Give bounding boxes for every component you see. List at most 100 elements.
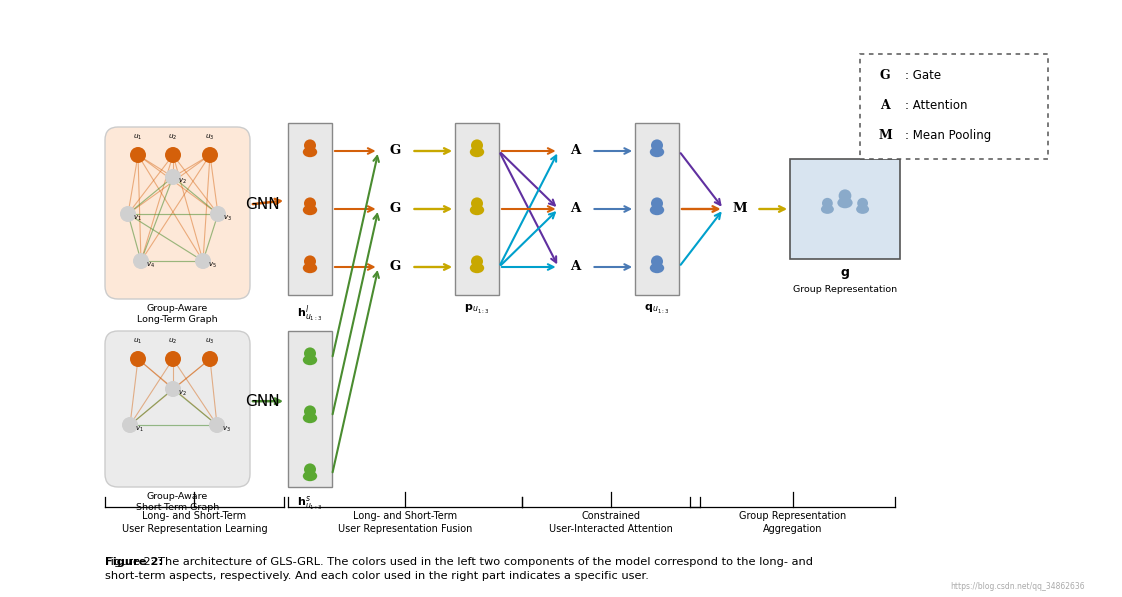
Circle shape (166, 170, 181, 184)
Circle shape (165, 147, 181, 163)
Circle shape (304, 198, 316, 210)
Text: $v_2$: $v_2$ (178, 389, 186, 398)
Circle shape (304, 463, 316, 475)
Circle shape (857, 198, 868, 209)
Text: M: M (733, 202, 747, 216)
Text: $v_3$: $v_3$ (222, 424, 231, 433)
Text: : Gate: : Gate (905, 69, 941, 82)
Ellipse shape (470, 205, 485, 215)
Text: $v_4$: $v_4$ (146, 260, 155, 270)
Text: $u_1$: $u_1$ (134, 133, 142, 142)
Text: Constrained
User-Interacted Attention: Constrained User-Interacted Attention (549, 511, 673, 534)
Circle shape (130, 147, 146, 163)
Text: $u_3$: $u_3$ (205, 337, 214, 346)
Circle shape (134, 254, 148, 269)
Ellipse shape (470, 147, 485, 157)
Text: $u_2$: $u_2$ (168, 133, 177, 142)
Ellipse shape (650, 205, 664, 215)
Text: G: G (880, 69, 891, 82)
Circle shape (651, 198, 663, 210)
Text: $v_3$: $v_3$ (223, 213, 232, 223)
Text: G: G (389, 260, 401, 273)
Text: Group Representation
Aggregation: Group Representation Aggregation (739, 511, 846, 534)
Text: Figure 2: The architecture of GLS-GRL. The colors used in the left two component: Figure 2: The architecture of GLS-GRL. T… (105, 557, 813, 581)
Text: $\mathbf{g}$: $\mathbf{g}$ (840, 267, 850, 281)
Bar (859, 54, 1048, 159)
Circle shape (872, 123, 898, 149)
Text: $v_5$: $v_5$ (208, 260, 217, 270)
Ellipse shape (856, 205, 870, 214)
Text: $v_1$: $v_1$ (134, 213, 141, 223)
Ellipse shape (303, 263, 318, 273)
Text: Figure 2:: Figure 2: (105, 557, 163, 567)
Circle shape (202, 147, 218, 163)
Circle shape (471, 198, 482, 210)
Text: $\mathbf{q}_{u_{1:3}}$: $\mathbf{q}_{u_{1:3}}$ (644, 303, 670, 316)
Text: Group Representation: Group Representation (793, 285, 898, 294)
Circle shape (122, 417, 138, 432)
Circle shape (872, 93, 898, 119)
Bar (288, 123, 332, 295)
Text: $\mathbf{h}^s_{u_{1:3}}$: $\mathbf{h}^s_{u_{1:3}}$ (297, 495, 323, 513)
Text: https://blog.csdn.net/qq_34862636: https://blog.csdn.net/qq_34862636 (950, 582, 1085, 591)
Text: G: G (389, 144, 401, 158)
Circle shape (165, 351, 181, 367)
Text: GNN: GNN (245, 197, 279, 212)
Bar (456, 123, 499, 295)
FancyBboxPatch shape (105, 331, 250, 487)
FancyBboxPatch shape (105, 127, 250, 299)
Circle shape (211, 207, 226, 221)
Circle shape (378, 134, 412, 168)
Circle shape (130, 351, 146, 367)
Circle shape (471, 140, 482, 152)
Circle shape (378, 251, 412, 284)
Text: $v_1$: $v_1$ (135, 424, 144, 433)
Ellipse shape (470, 263, 485, 273)
Circle shape (651, 140, 663, 152)
Text: GNN: GNN (245, 393, 279, 409)
Circle shape (166, 381, 181, 396)
Text: G: G (389, 202, 401, 216)
Text: $u_3$: $u_3$ (205, 133, 214, 142)
Circle shape (872, 63, 898, 89)
Circle shape (304, 405, 316, 417)
Text: A: A (570, 144, 580, 158)
Circle shape (304, 256, 316, 267)
Circle shape (559, 134, 591, 168)
Ellipse shape (303, 205, 318, 215)
Ellipse shape (303, 147, 318, 157)
Circle shape (202, 351, 218, 367)
Text: $\mathbf{p}_{u_{1:3}}$: $\mathbf{p}_{u_{1:3}}$ (465, 303, 489, 316)
Circle shape (651, 256, 663, 267)
Circle shape (822, 198, 833, 209)
Bar (635, 123, 679, 295)
Ellipse shape (303, 471, 318, 481)
Circle shape (120, 207, 136, 221)
Text: $\mathbf{h}^l_{u_{1:3}}$: $\mathbf{h}^l_{u_{1:3}}$ (297, 303, 323, 324)
Bar (288, 331, 332, 487)
Text: Long- and Short-Term
User Representation Fusion: Long- and Short-Term User Representation… (338, 511, 472, 534)
Circle shape (471, 256, 482, 267)
Text: : Mean Pooling: : Mean Pooling (905, 130, 991, 143)
Text: Group-Aware
Short-Term Graph: Group-Aware Short-Term Graph (136, 492, 219, 512)
Ellipse shape (821, 205, 834, 214)
Text: $u_2$: $u_2$ (168, 337, 177, 346)
Ellipse shape (650, 263, 664, 273)
Text: M: M (879, 130, 892, 143)
Text: A: A (570, 260, 580, 273)
Circle shape (304, 347, 316, 359)
Text: A: A (880, 100, 890, 112)
Text: Group-Aware
Long-Term Graph: Group-Aware Long-Term Graph (137, 304, 218, 324)
Ellipse shape (303, 355, 318, 365)
Circle shape (195, 254, 211, 269)
Text: $u_1$: $u_1$ (134, 337, 142, 346)
Circle shape (838, 189, 852, 202)
Circle shape (724, 192, 756, 226)
Ellipse shape (650, 147, 664, 157)
Text: $v_2$: $v_2$ (178, 176, 186, 186)
Text: Long- and Short-Term
User Representation Learning: Long- and Short-Term User Representation… (121, 511, 267, 534)
Circle shape (559, 251, 591, 284)
Ellipse shape (303, 413, 318, 423)
Circle shape (304, 140, 316, 152)
Circle shape (378, 192, 412, 226)
